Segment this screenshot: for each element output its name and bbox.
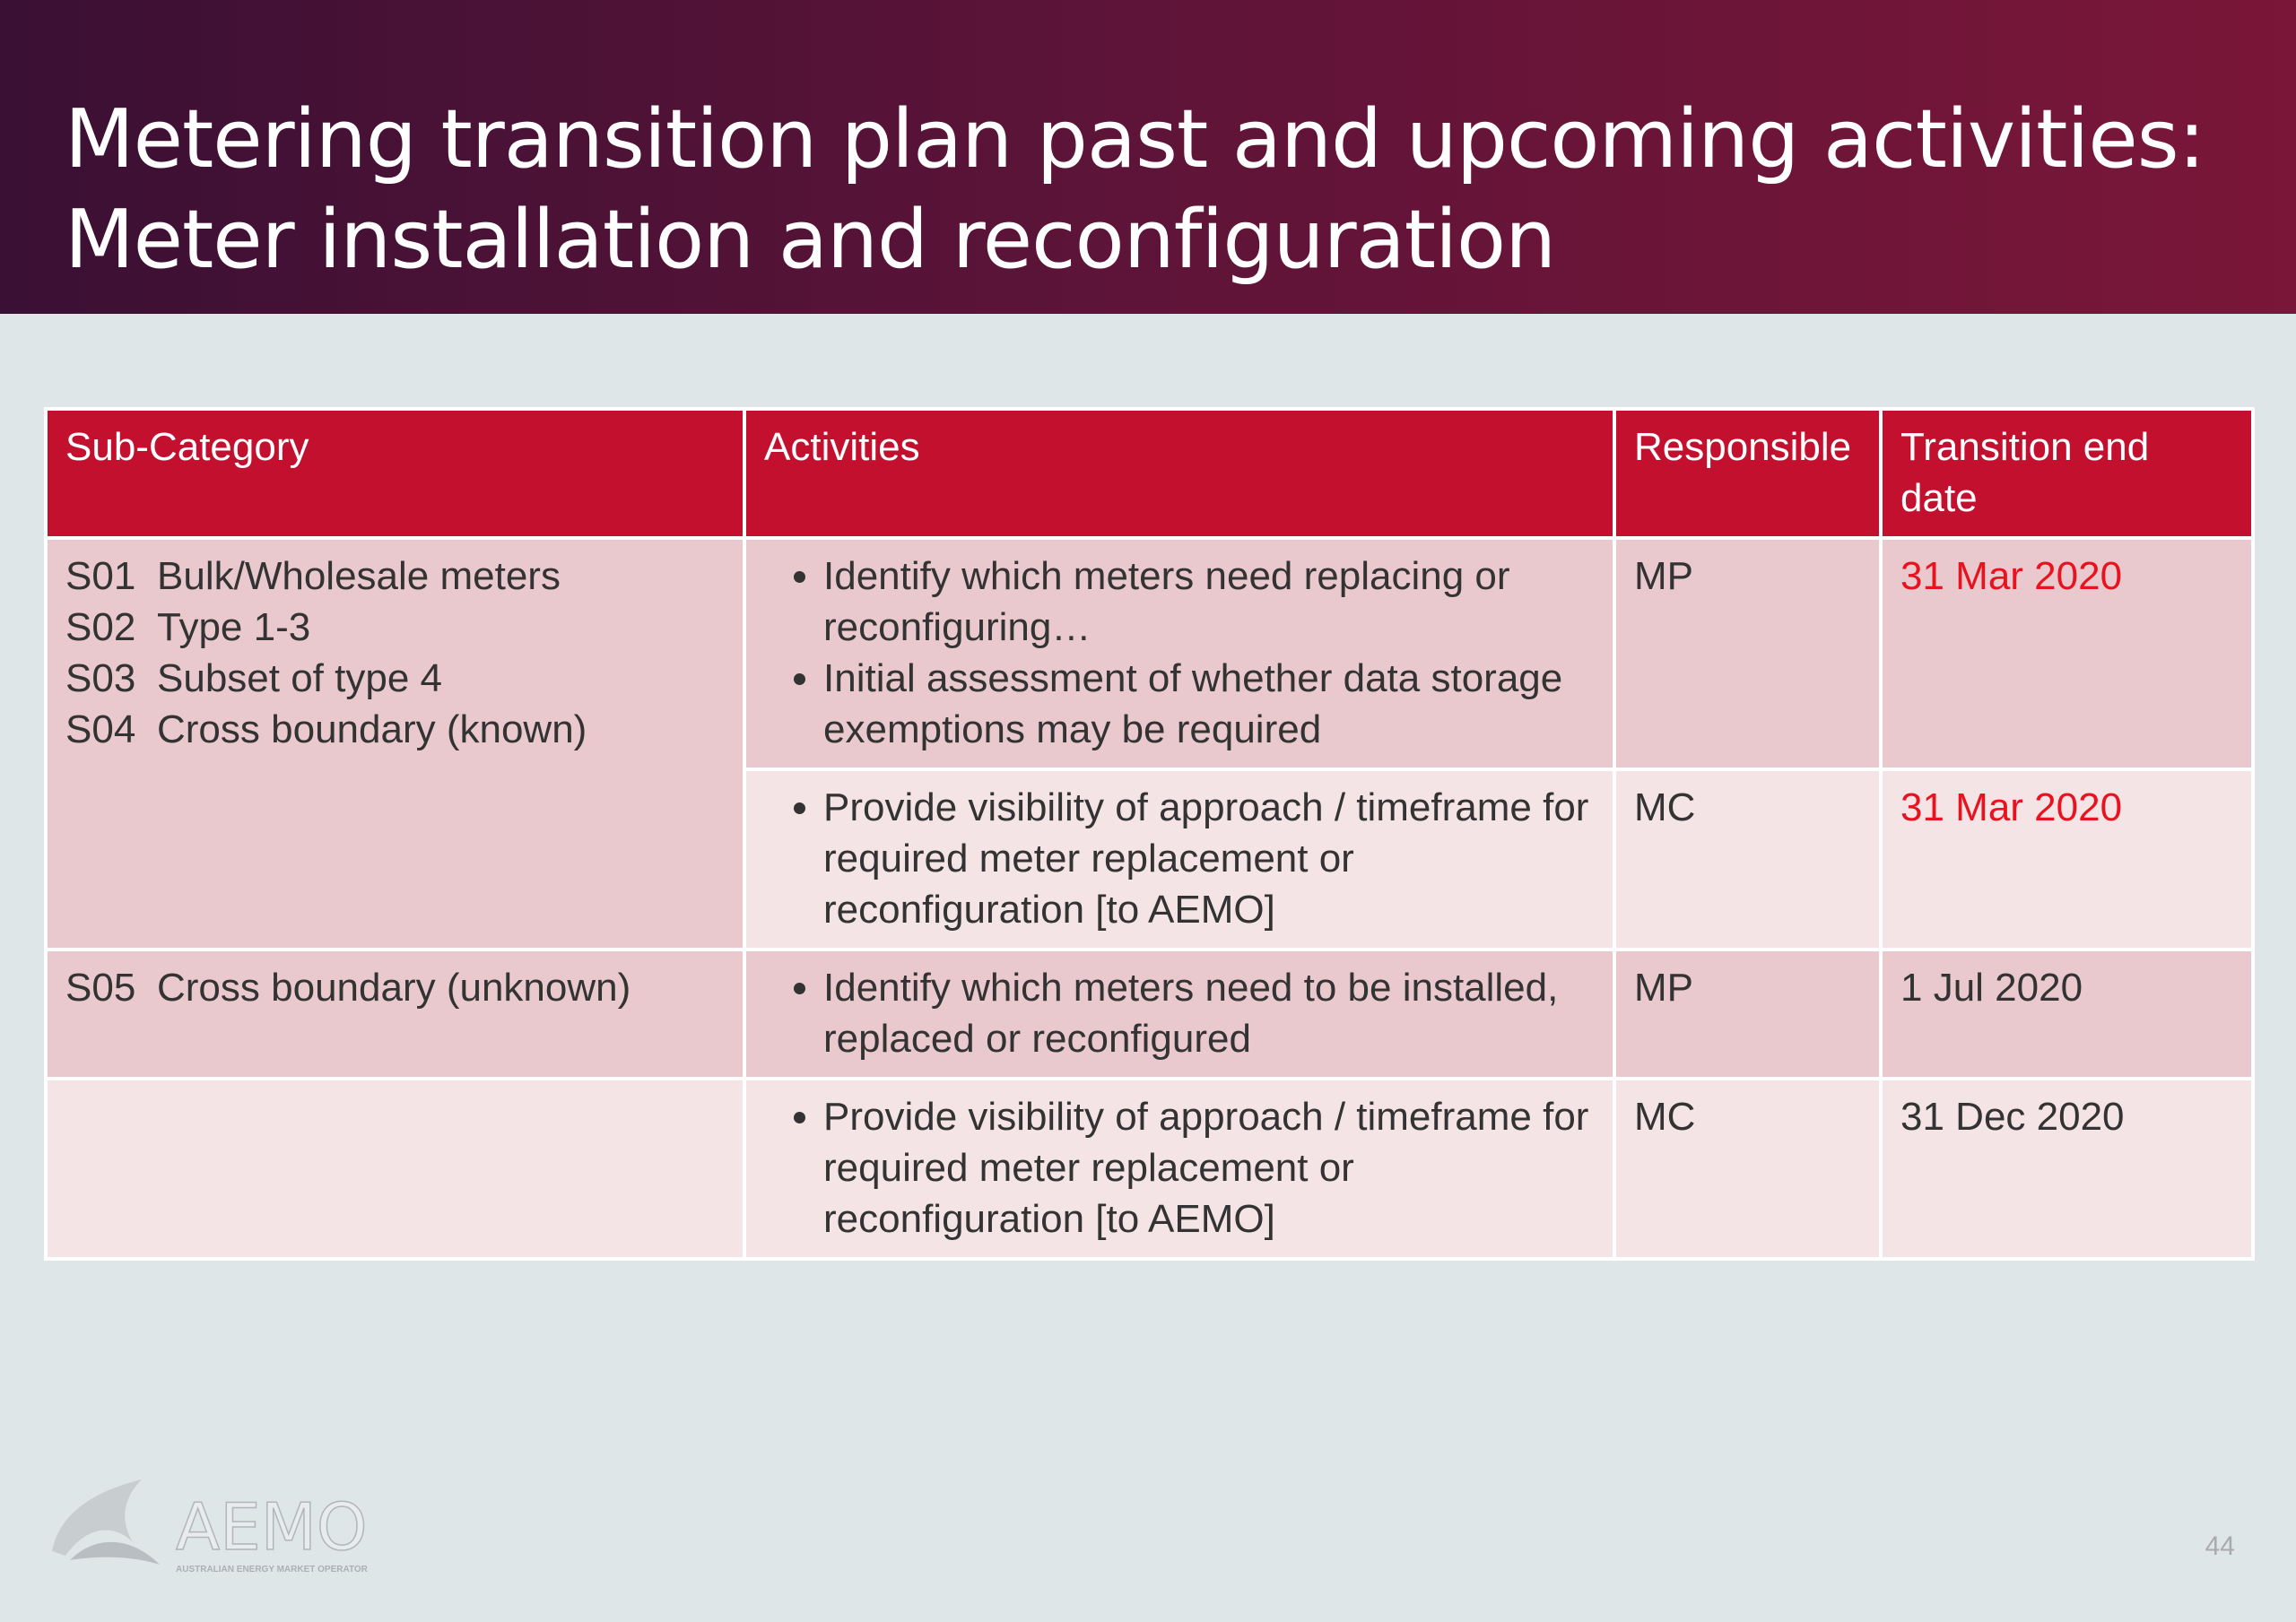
sub-item: S04 Cross boundary (known)	[65, 704, 725, 755]
label: Bulk/Wholesale meters	[157, 554, 561, 598]
row: Provide visibility of approach / timefra…	[46, 768, 2255, 951]
logo-mark	[70, 1541, 160, 1565]
column-header: Sub-Category	[44, 407, 746, 540]
code: S01	[65, 554, 136, 598]
activity: Identify which meters need to be install…	[823, 962, 1595, 1064]
header-row: Sub-Category Activities Responsible Tran…	[44, 407, 2255, 540]
logo-text: AEMO	[176, 1489, 368, 1565]
activity: Identify which meters need replacing or …	[823, 551, 1595, 653]
code: S04	[65, 707, 136, 751]
logo: AEMO AUSTRALIAN ENERGY MARKET OPERATOR	[52, 1479, 369, 1574]
activities-cell: Identify which meters need replacing or …	[743, 536, 1616, 771]
label: Cross boundary (unknown)	[157, 966, 631, 1010]
date-cell: 31 Mar 2020	[1879, 768, 2255, 951]
activity: Provide visibility of approach / timefra…	[823, 782, 1595, 935]
column-header: Activities	[743, 407, 1616, 540]
sub-category-cell: S01 Bulk/Wholesale meters S02 Type 1-3 S03…	[44, 536, 746, 951]
header-band: Metering transition plan past and upcomi…	[0, 0, 2296, 314]
responsible-cell: MC	[1613, 1077, 1883, 1261]
activities-cell: Provide visibility of approach / timefra…	[743, 1077, 1616, 1261]
activity: Provide visibility of approach / timefra…	[823, 1091, 1595, 1245]
row: Provide visibility of approach / timefra…	[44, 1077, 2255, 1261]
sub-item: S05 Cross boundary (unknown)	[65, 962, 725, 1013]
responsible-cell: MC	[1613, 768, 1883, 951]
label: Type 1-3	[157, 605, 311, 649]
row: S01 Bulk/Wholesale meters S02 Type 1-3 S03…	[44, 536, 2255, 951]
column-header: Responsible	[1613, 407, 1883, 540]
row: S05 Cross boundary (unknown) Identify whi…	[44, 948, 2255, 1080]
table: Sub-Category Activities Responsible Tran…	[44, 407, 2255, 1261]
responsible-cell: MP	[1613, 536, 1883, 771]
code: S02	[65, 605, 136, 649]
activities-cell: Identify which meters need to be install…	[743, 948, 1616, 1080]
label: Subset of type 4	[157, 656, 442, 700]
sub-item: S02 Type 1-3	[65, 602, 725, 653]
sub-item: S03 Subset of type 4	[65, 653, 725, 704]
code: S03	[65, 656, 136, 700]
date-cell: 31 Mar 2020	[1879, 536, 2255, 771]
responsible-cell: MP	[1613, 948, 1883, 1080]
date-cell: 1 Jul 2020	[1879, 948, 2255, 1080]
sub-category-cell: S05 Cross boundary (unknown)	[44, 948, 746, 1080]
activities-cell: Provide visibility of approach / timefra…	[743, 768, 1616, 951]
sub-category-cell	[44, 1077, 746, 1261]
column-header: Transition end date	[1879, 407, 2255, 540]
slide-title: Metering transition plan past and upcomi…	[65, 92, 2205, 287]
page-number: 44	[2205, 1531, 2235, 1561]
logo-subtitle: AUSTRALIAN ENERGY MARKET OPERATOR	[176, 1565, 369, 1574]
sub-item: S01 Bulk/Wholesale meters	[65, 551, 725, 602]
activity: Initial assessment of whether data stora…	[823, 653, 1595, 755]
date-cell: 31 Dec 2020	[1879, 1077, 2255, 1261]
logo-mark	[52, 1479, 142, 1556]
code: S05	[65, 966, 136, 1010]
label: Cross boundary (known)	[157, 707, 587, 751]
